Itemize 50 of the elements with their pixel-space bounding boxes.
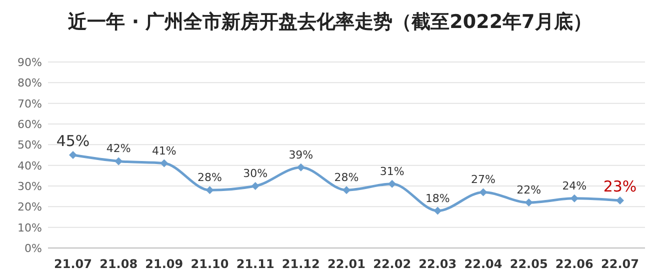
- x-tick-label: 21.08: [100, 257, 138, 271]
- point: [114, 157, 123, 166]
- point: [206, 186, 214, 194]
- data-label: 42%: [106, 142, 131, 156]
- x-tick-label: 22.04: [464, 257, 502, 271]
- data-label: 24%: [562, 179, 587, 192]
- x-tick-label: 21.11: [236, 257, 274, 271]
- y-tick-label: 30%: [18, 180, 42, 193]
- y-tick-label: 20%: [18, 200, 42, 214]
- point: [479, 188, 488, 196]
- chart-title: 近一年 · 广州全市新房开盘去化率走势（截至2022年7月底）: [67, 11, 592, 33]
- x-tick-label: 22.05: [510, 257, 548, 271]
- point: [160, 159, 168, 168]
- y-tick-label: 90%: [18, 56, 42, 69]
- point: [69, 151, 77, 159]
- data-label: 23%: [603, 177, 637, 196]
- point: [342, 186, 350, 194]
- x-tick-label: 22.07: [601, 257, 639, 271]
- point: [296, 163, 305, 172]
- x-tick-label: 21.12: [282, 257, 320, 271]
- y-tick-label: 60%: [18, 118, 42, 131]
- data-label: 28%: [198, 171, 222, 184]
- data-label: 22%: [516, 184, 542, 197]
- y-tick-label: 10%: [18, 221, 42, 234]
- point: [570, 194, 578, 202]
- point: [251, 182, 260, 190]
- point: [616, 196, 624, 204]
- data-label: 30%: [243, 167, 268, 180]
- x-tick-label: 21.09: [145, 257, 184, 271]
- x-tick-label: 22.03: [418, 257, 457, 271]
- data-label: 27%: [471, 173, 496, 186]
- point: [388, 180, 396, 188]
- x-tick-label: 22.01: [328, 257, 366, 271]
- data-label: 31%: [380, 164, 404, 178]
- y-tick-label: 80%: [18, 76, 42, 90]
- data-label: 28%: [334, 171, 359, 184]
- x-tick-label: 22.06: [555, 257, 594, 271]
- x-tick-label: 22.02: [373, 257, 412, 271]
- y-tick-label: 0%: [24, 242, 42, 255]
- point: [524, 198, 533, 207]
- data-label: 45%: [56, 132, 90, 150]
- y-tick-label: 70%: [18, 97, 42, 110]
- x-tick-label: 21.10: [190, 257, 229, 271]
- y-tick-label: 40%: [18, 159, 42, 172]
- data-label: 39%: [288, 148, 314, 162]
- y-tick-label: 50%: [18, 138, 42, 152]
- data-label: 18%: [425, 192, 450, 205]
- x-tick-label: 21.07: [54, 257, 92, 271]
- point: [434, 206, 442, 215]
- data-label: 41%: [152, 144, 176, 158]
